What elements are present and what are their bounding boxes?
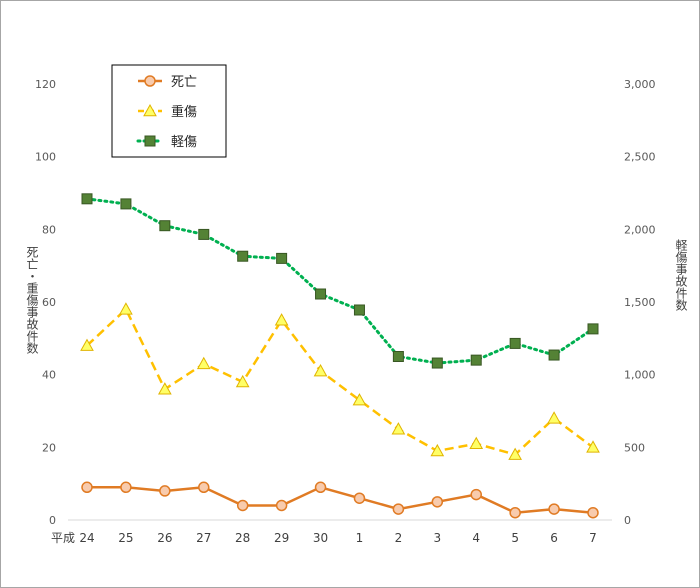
legend-marker (143, 103, 157, 117)
series-line (87, 485, 594, 515)
data-point (586, 440, 600, 453)
data-point (159, 220, 171, 232)
legend-item: 重傷 (138, 103, 197, 120)
y-left-tick-label: 40 (42, 369, 56, 382)
data-point (159, 485, 171, 497)
axes: 0 20 40 60 80 100 120 0 500 1,000 1,500 2,000 2,500 3… (35, 78, 656, 545)
legend-item: 死亡 (138, 75, 197, 90)
data-point (198, 481, 210, 494)
data-point (81, 193, 93, 205)
series-triangle (80, 302, 600, 460)
y-right-tick-label: 0 (624, 514, 631, 527)
y-right-tick-label: 3,000 (624, 78, 656, 91)
legend-item: 軽傷 (136, 135, 197, 150)
data-point (276, 252, 288, 264)
data-point (81, 481, 93, 494)
x-prefix-label: 平成 (51, 531, 75, 545)
data-point (314, 481, 327, 494)
x-tick-label: 27 (196, 531, 211, 545)
x-tick-label: 5 (511, 531, 519, 545)
y-right-tick-label: 1,000 (624, 369, 656, 382)
data-point (119, 302, 133, 315)
x-tick-label: 29 (274, 531, 289, 545)
y-right-tick-label: 2,500 (624, 151, 656, 164)
data-point (587, 506, 599, 519)
y-right-tick-label: 500 (624, 441, 645, 454)
x-tick-label: 30 (313, 531, 328, 545)
x-tick-label: 4 (472, 531, 480, 545)
y-left-tick-label: 20 (42, 441, 56, 454)
y-right-tick-label: 1,500 (624, 296, 656, 309)
data-point (353, 492, 366, 504)
data-point (509, 337, 521, 349)
x-tick-label: 24 (79, 531, 94, 545)
data-point (315, 288, 327, 300)
data-point (275, 499, 288, 512)
y-left-tick-label: 80 (42, 223, 56, 236)
x-tick-label: 2 (395, 531, 403, 545)
series-line (85, 197, 595, 365)
series-line (86, 307, 594, 456)
data-point (431, 357, 443, 369)
data-point (352, 393, 367, 406)
legend-label: 重傷 (171, 104, 197, 120)
y-left-tick-label: 0 (49, 514, 56, 527)
data-point (431, 496, 444, 508)
data-point (157, 382, 172, 395)
data-point (392, 351, 404, 362)
legend-label: 死亡 (171, 75, 197, 90)
x-tick-label: 6 (550, 531, 558, 545)
data-point (353, 304, 365, 316)
legend-box (111, 64, 227, 158)
data-point (198, 228, 210, 240)
data-point (392, 503, 405, 515)
data-point (313, 364, 328, 377)
x-tick-label: 25 (118, 531, 133, 545)
series-circle (81, 481, 599, 519)
y-right-title: 軽傷事故件数 (674, 239, 688, 312)
data-point (391, 422, 406, 435)
x-tick-label: 7 (589, 531, 597, 545)
data-point (548, 349, 560, 361)
legend-marker (144, 135, 156, 147)
series-square (81, 193, 599, 369)
data-point (120, 198, 132, 210)
data-point (196, 356, 211, 370)
x-tick-label: 26 (157, 531, 172, 545)
x-tick-label: 28 (235, 531, 250, 545)
data-point (548, 503, 560, 515)
data-point (469, 436, 484, 449)
data-point (274, 313, 289, 326)
data-point (80, 338, 94, 351)
y-left-tick-label: 60 (42, 296, 56, 309)
x-tick-label: 1 (356, 531, 364, 545)
data-point (236, 499, 249, 512)
data-point (235, 374, 250, 388)
data-point (470, 354, 482, 366)
data-point (547, 411, 561, 424)
legend-label: 軽傷 (171, 135, 197, 150)
x-tick-label: 3 (433, 531, 441, 545)
data-point (430, 443, 445, 457)
data-point (509, 506, 521, 519)
data-point (587, 323, 599, 335)
legend-marker (144, 75, 156, 87)
data-point (120, 481, 132, 494)
data-point (237, 250, 249, 262)
y-left-tick-label: 120 (35, 78, 56, 91)
data-point (470, 488, 482, 501)
series-layer (80, 193, 600, 519)
data-point (508, 447, 523, 460)
y-left-title: 死亡・重傷事故件数 (25, 246, 39, 355)
y-right-tick-label: 2,000 (624, 223, 656, 236)
y-left-tick-label: 100 (35, 151, 56, 164)
